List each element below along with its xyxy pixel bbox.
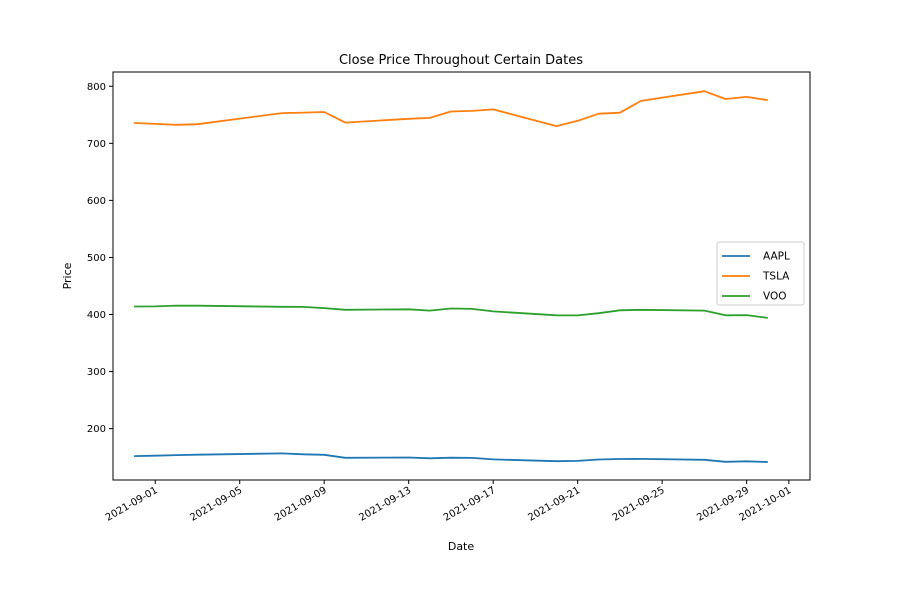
x-tick-label: 2021-09-05 (188, 485, 244, 524)
legend: AAPL TSLA VOO (716, 241, 805, 306)
x-tick-label: 2021-09-21 (526, 485, 582, 524)
x-tick-label: 2021-09-09 (273, 485, 329, 524)
chart-title: Close Price Throughout Certain Dates (339, 53, 583, 68)
y-tick-label: 300 (87, 367, 106, 378)
x-axis-label: Date (448, 540, 475, 553)
series-line-voo (134, 304, 768, 319)
legend-label-tsla: TSLA (762, 271, 790, 283)
y-tick-label: 700 (87, 139, 106, 150)
plot-frame (112, 71, 811, 481)
y-tick-label: 200 (87, 424, 106, 435)
y-axis: 200 300 400 500 600 700 800 (87, 82, 113, 435)
x-tick-label: 2021-09-25 (611, 485, 667, 524)
x-tick-label: 2021-09-17 (442, 485, 498, 524)
x-tick-label: 2021-09-01 (104, 485, 160, 524)
y-tick-label: 500 (87, 253, 106, 264)
series-line-tsla (134, 90, 768, 127)
y-tick-label: 600 (87, 196, 106, 207)
y-tick-label: 800 (87, 82, 106, 93)
series-line-aapl (134, 452, 768, 463)
y-axis-label: Price (61, 262, 74, 289)
x-axis: 2021-09-01 2021-09-05 2021-09-09 2021-09-13… (104, 480, 793, 524)
legend-box (716, 241, 805, 306)
legend-label-voo: VOO (763, 291, 787, 303)
x-tick-label: 2021-09-13 (357, 485, 413, 524)
legend-label-aapl: AAPL (763, 251, 790, 263)
plot-lines (134, 90, 768, 463)
y-tick-label: 400 (87, 310, 106, 321)
